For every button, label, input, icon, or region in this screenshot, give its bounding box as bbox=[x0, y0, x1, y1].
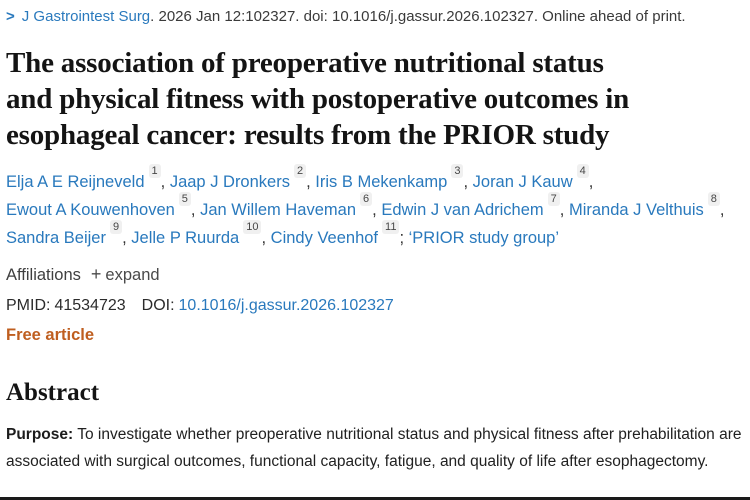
identifiers-row: PMID: 41534723 DOI: 10.1016/j.gassur.2026.1… bbox=[6, 295, 744, 316]
author-link[interactable]: Ewout A Kouwenhoven bbox=[6, 201, 175, 219]
article-title-line: and physical fitness with postoperative … bbox=[6, 83, 629, 115]
author-separator: , bbox=[463, 173, 469, 191]
author-affiliation-badge[interactable]: 8 bbox=[707, 191, 720, 206]
author-item: Cindy Veenhof11; bbox=[270, 219, 405, 252]
doi-label: DOI: bbox=[141, 297, 175, 314]
journal-citation-line: > J Gastrointest Surg. 2026 Jan 12:102327… bbox=[6, 8, 744, 26]
author-separator: , bbox=[719, 201, 725, 219]
author-link[interactable]: Iris B Mekenkamp bbox=[315, 173, 448, 191]
author-affiliation-badge[interactable]: 9 bbox=[109, 219, 123, 234]
author-item: Iris B Mekenkamp3, bbox=[315, 163, 469, 196]
author-link[interactable]: Edwin J van Adrichem bbox=[381, 201, 544, 219]
author-separator: , bbox=[306, 173, 311, 191]
author-separator: , bbox=[559, 201, 565, 219]
author-affiliation-badge[interactable]: 5 bbox=[178, 191, 191, 206]
author-item: Jan Willem Haveman 6, bbox=[200, 191, 377, 224]
plus-icon: + bbox=[90, 264, 102, 284]
author-link[interactable]: Cindy Veenhof bbox=[270, 229, 379, 247]
prior-study-group-link[interactable]: ‘PRIOR study group’ bbox=[408, 229, 560, 247]
author-separator: , bbox=[122, 229, 127, 247]
author-separator: ; bbox=[399, 229, 405, 247]
author-item: Jelle P Ruurda10, bbox=[131, 219, 267, 252]
journal-link[interactable]: J Gastrointest Surg bbox=[21, 8, 151, 25]
purpose-text: To investigate whether preoperative nutr… bbox=[6, 426, 742, 470]
author-affiliation-badge[interactable]: 3 bbox=[451, 163, 464, 178]
author-link[interactable]: Jelle P Ruurda bbox=[131, 229, 240, 247]
author-item: Ewout A Kouwenhoven5, bbox=[6, 191, 196, 224]
author-item: Elja A E Reijneveld1, bbox=[6, 163, 166, 196]
article-content: > J Gastrointest Surg. 2026 Jan 12:102327… bbox=[6, 8, 744, 475]
author-affiliation-badge[interactable]: 6 bbox=[360, 191, 373, 206]
author-affiliation-badge[interactable]: 1 bbox=[148, 163, 161, 178]
bottom-divider bbox=[0, 497, 750, 500]
author-separator: , bbox=[160, 173, 166, 191]
author-separator: , bbox=[372, 201, 377, 219]
author-affiliation-badge[interactable]: 4 bbox=[576, 163, 589, 178]
citation-details: . 2026 Jan 12:102327. doi: 10.1016/j.gas… bbox=[150, 8, 686, 25]
author-separator: , bbox=[190, 201, 196, 219]
abstract-heading: Abstract bbox=[6, 379, 100, 406]
author-link[interactable]: Miranda J Velthuis bbox=[568, 201, 704, 219]
authors-list: Elja A E Reijneveld1, Jaap J Dronkers2, … bbox=[6, 163, 744, 252]
author-separator: , bbox=[588, 173, 594, 191]
author-link[interactable]: Jan Willem Haveman bbox=[200, 201, 356, 219]
purpose-label: Purpose: bbox=[6, 426, 74, 443]
article-title-line: esophageal cancer: results from the PRIO… bbox=[6, 119, 610, 151]
author-item: Edwin J van Adrichem7, bbox=[381, 191, 565, 224]
article-title-line: The association of preoperative nutritio… bbox=[6, 47, 604, 79]
pmid-label: PMID: bbox=[6, 297, 51, 314]
affiliations-label: Affiliations bbox=[6, 266, 81, 284]
author-link[interactable]: Joran J Kauw bbox=[472, 173, 573, 191]
free-article-badge: Free article bbox=[6, 326, 95, 344]
author-item: Miranda J Velthuis8, bbox=[568, 191, 725, 224]
affiliations-row: Affiliations + expand bbox=[6, 264, 744, 285]
author-link[interactable]: Jaap J Dronkers bbox=[169, 173, 290, 191]
expand-label: expand bbox=[105, 266, 160, 284]
collaborator-group: ‘PRIOR study group’ bbox=[409, 224, 559, 252]
author-link[interactable]: Sandra Beijer bbox=[6, 229, 106, 247]
article-title: The association of preoperative nutritio… bbox=[6, 45, 744, 153]
doi-link[interactable]: 10.1016/j.gassur.2026.102327 bbox=[178, 297, 394, 314]
author-affiliation-badge[interactable]: 10 bbox=[243, 219, 262, 234]
author-item: Joran J Kauw4, bbox=[472, 163, 594, 196]
author-affiliation-badge[interactable]: 11 bbox=[382, 219, 400, 234]
expand-affiliations-button[interactable]: + expand bbox=[91, 264, 160, 285]
pmid-value: 41534723 bbox=[54, 297, 126, 314]
author-link[interactable]: Elja A E Reijneveld bbox=[6, 173, 145, 191]
abstract-purpose-paragraph: Purpose: To investigate whether preopera… bbox=[6, 421, 744, 475]
author-item: Sandra Beijer9, bbox=[6, 219, 127, 252]
author-affiliation-badge[interactable]: 2 bbox=[293, 163, 307, 178]
author-separator: , bbox=[261, 229, 267, 247]
author-item: Jaap J Dronkers2, bbox=[169, 163, 311, 196]
chevron-right-icon[interactable]: > bbox=[6, 8, 15, 25]
author-affiliation-badge[interactable]: 7 bbox=[547, 191, 560, 206]
